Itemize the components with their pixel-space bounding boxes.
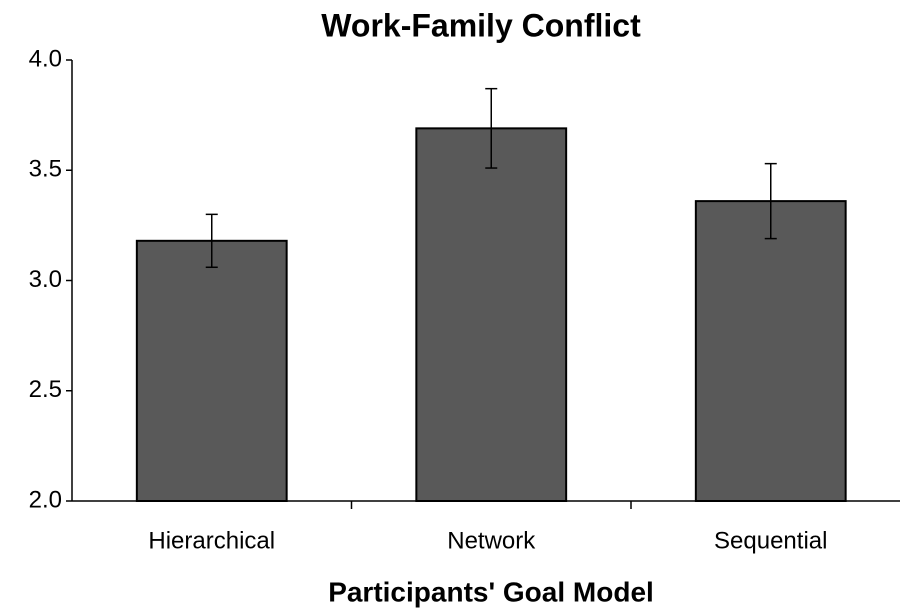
y-tick-label: 4.0 (29, 45, 62, 72)
error-bar (485, 87, 498, 169)
x-axis-label: Participants' Goal Model (328, 576, 654, 607)
error-bar (205, 213, 218, 269)
y-tick-label: 2.0 (29, 486, 62, 513)
y-tick-label: 2.5 (29, 376, 62, 403)
x-tick-label: Network (447, 527, 536, 554)
y-tick-label: 3.5 (29, 156, 62, 183)
bar (694, 200, 847, 502)
bar (415, 127, 568, 502)
x-tick-label: Sequential (714, 527, 827, 554)
error-bar (764, 162, 777, 240)
x-tick-label: Hierarchical (148, 527, 275, 554)
bar (135, 239, 288, 502)
y-tick-label: 3.0 (29, 266, 62, 293)
chart-title: Work-Family Conflict (321, 7, 641, 43)
